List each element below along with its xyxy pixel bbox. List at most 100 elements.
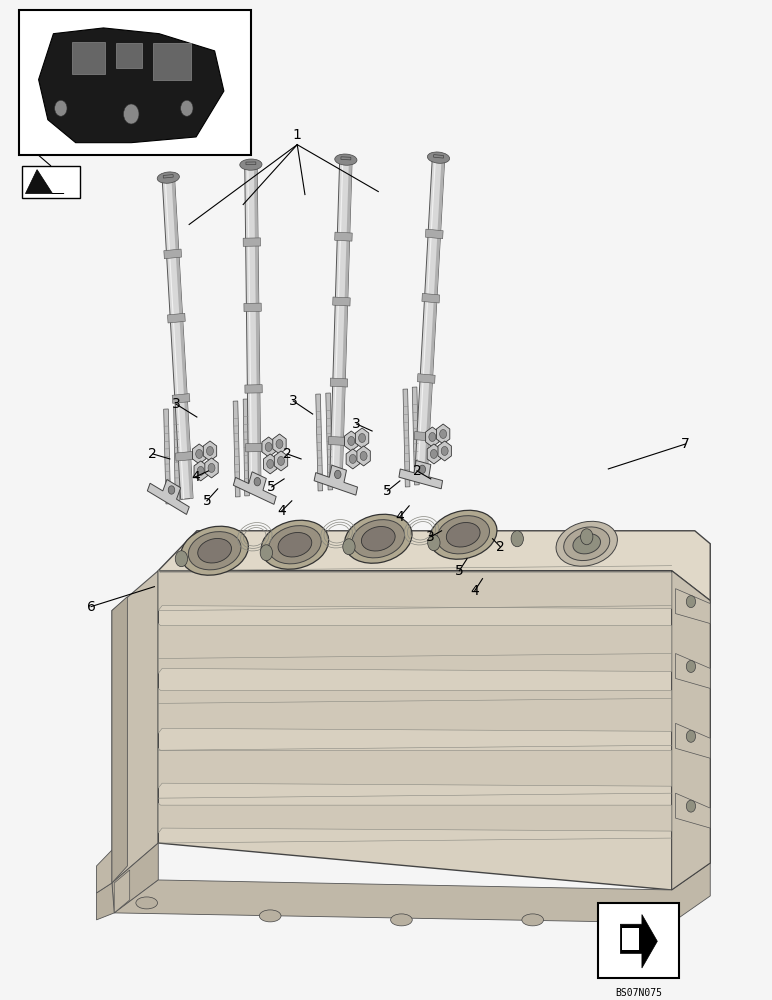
Polygon shape bbox=[245, 385, 262, 393]
Text: 4: 4 bbox=[395, 510, 405, 524]
Polygon shape bbox=[274, 451, 288, 471]
Polygon shape bbox=[418, 374, 435, 383]
Polygon shape bbox=[162, 177, 193, 499]
Text: 2: 2 bbox=[283, 447, 292, 461]
Polygon shape bbox=[676, 793, 710, 828]
Circle shape bbox=[429, 433, 435, 441]
Bar bbox=[19, 10, 251, 155]
Polygon shape bbox=[247, 165, 252, 491]
Polygon shape bbox=[314, 465, 357, 495]
Polygon shape bbox=[415, 157, 445, 479]
Polygon shape bbox=[332, 159, 344, 484]
Polygon shape bbox=[330, 159, 352, 484]
Polygon shape bbox=[355, 428, 369, 448]
Circle shape bbox=[439, 430, 446, 438]
Polygon shape bbox=[676, 589, 710, 624]
Polygon shape bbox=[96, 883, 114, 920]
Circle shape bbox=[277, 456, 284, 465]
Ellipse shape bbox=[240, 159, 262, 170]
Bar bbox=[154, 43, 191, 80]
Ellipse shape bbox=[361, 527, 395, 551]
Ellipse shape bbox=[522, 914, 543, 926]
Polygon shape bbox=[174, 407, 180, 503]
Text: 3: 3 bbox=[352, 417, 361, 431]
Ellipse shape bbox=[344, 514, 412, 563]
Polygon shape bbox=[158, 748, 672, 788]
Circle shape bbox=[168, 486, 174, 494]
Bar bbox=[117, 43, 142, 68]
Circle shape bbox=[124, 104, 139, 124]
Polygon shape bbox=[333, 297, 350, 306]
Circle shape bbox=[441, 446, 448, 455]
Ellipse shape bbox=[556, 521, 618, 566]
Polygon shape bbox=[425, 229, 443, 239]
Ellipse shape bbox=[573, 534, 601, 554]
Circle shape bbox=[686, 596, 696, 608]
Polygon shape bbox=[438, 441, 452, 461]
Polygon shape bbox=[434, 155, 444, 158]
Circle shape bbox=[276, 439, 283, 448]
Text: 4: 4 bbox=[191, 470, 200, 484]
Circle shape bbox=[334, 470, 341, 479]
Text: 7: 7 bbox=[681, 437, 690, 451]
Polygon shape bbox=[158, 531, 710, 601]
Polygon shape bbox=[273, 434, 286, 454]
Polygon shape bbox=[415, 432, 432, 441]
Ellipse shape bbox=[198, 538, 232, 563]
Ellipse shape bbox=[428, 152, 449, 163]
Polygon shape bbox=[436, 424, 450, 444]
Polygon shape bbox=[175, 451, 193, 461]
Polygon shape bbox=[163, 175, 173, 178]
Polygon shape bbox=[621, 915, 657, 968]
Polygon shape bbox=[316, 394, 323, 491]
Polygon shape bbox=[424, 158, 445, 479]
Bar bbox=[22, 166, 80, 198]
Text: 2: 2 bbox=[496, 540, 505, 554]
Polygon shape bbox=[399, 460, 442, 489]
Ellipse shape bbox=[259, 910, 281, 922]
Circle shape bbox=[207, 446, 213, 455]
Polygon shape bbox=[427, 444, 441, 464]
Circle shape bbox=[175, 551, 188, 567]
Ellipse shape bbox=[446, 523, 480, 547]
Polygon shape bbox=[194, 461, 208, 481]
Polygon shape bbox=[328, 436, 346, 445]
Polygon shape bbox=[254, 164, 261, 491]
Polygon shape bbox=[164, 249, 181, 259]
Text: 1: 1 bbox=[293, 128, 302, 142]
Polygon shape bbox=[243, 399, 249, 496]
Polygon shape bbox=[172, 394, 190, 403]
Ellipse shape bbox=[391, 914, 412, 926]
Polygon shape bbox=[112, 571, 158, 883]
Polygon shape bbox=[164, 409, 171, 504]
Polygon shape bbox=[263, 454, 277, 474]
Ellipse shape bbox=[335, 154, 357, 165]
Polygon shape bbox=[672, 571, 710, 890]
Ellipse shape bbox=[136, 897, 157, 909]
Ellipse shape bbox=[429, 510, 497, 559]
Text: 5: 5 bbox=[455, 564, 464, 578]
Polygon shape bbox=[147, 480, 189, 514]
Polygon shape bbox=[339, 160, 352, 484]
Circle shape bbox=[431, 449, 437, 458]
Polygon shape bbox=[168, 313, 185, 323]
Circle shape bbox=[254, 477, 261, 486]
Polygon shape bbox=[622, 928, 638, 950]
Circle shape bbox=[55, 100, 67, 116]
Polygon shape bbox=[158, 688, 672, 733]
Polygon shape bbox=[246, 162, 256, 165]
Polygon shape bbox=[25, 170, 64, 194]
Circle shape bbox=[198, 466, 204, 475]
Circle shape bbox=[266, 442, 272, 451]
Bar bbox=[72, 42, 105, 74]
Polygon shape bbox=[425, 427, 439, 447]
Polygon shape bbox=[158, 571, 710, 890]
Polygon shape bbox=[330, 378, 347, 387]
Polygon shape bbox=[341, 157, 350, 160]
Polygon shape bbox=[158, 624, 672, 673]
Ellipse shape bbox=[437, 516, 489, 554]
Text: 2: 2 bbox=[412, 464, 422, 478]
Text: 5: 5 bbox=[267, 480, 276, 494]
Polygon shape bbox=[233, 401, 240, 497]
Ellipse shape bbox=[278, 533, 312, 557]
